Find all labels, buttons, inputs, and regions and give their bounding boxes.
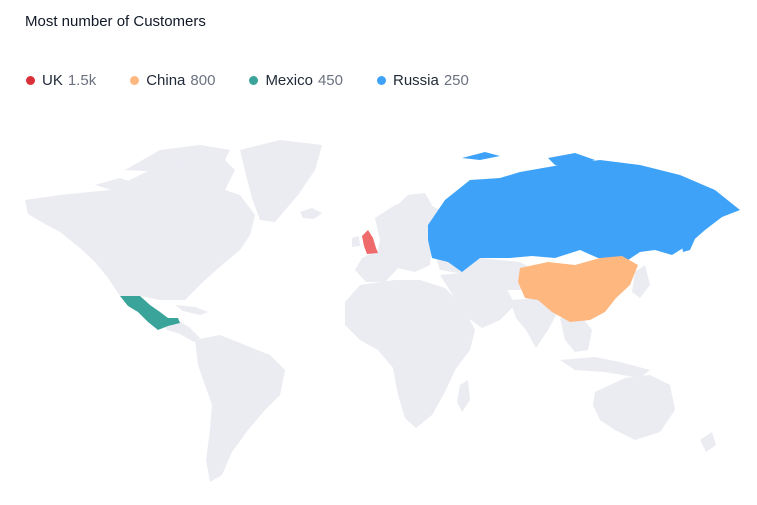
land-arctic-islands-2[interactable] (95, 178, 140, 192)
legend-value-uk: 1.5k (67, 71, 97, 89)
legend-dot-uk (26, 75, 35, 85)
land-japan[interactable] (632, 265, 650, 298)
russia-island-1[interactable] (548, 153, 595, 168)
legend-label-mexico: Mexico (265, 71, 313, 89)
country-china[interactable] (518, 256, 638, 322)
russia-peninsula[interactable] (680, 225, 698, 252)
land-scandinavia[interactable] (385, 193, 432, 235)
land-africa[interactable] (345, 280, 475, 428)
legend-item-china[interactable]: China 800 (130, 72, 215, 89)
legend-value-russia: 250 (443, 71, 469, 89)
land-ireland[interactable] (352, 236, 360, 247)
land-new-zealand[interactable] (700, 432, 716, 452)
land-caribbean[interactable] (175, 305, 208, 315)
legend-label-russia: Russia (392, 71, 439, 89)
land-madagascar[interactable] (457, 380, 470, 412)
land-europe[interactable] (355, 200, 440, 282)
world-map (25, 140, 740, 482)
land-arctic-islands[interactable] (125, 145, 230, 172)
land-north-america[interactable] (25, 150, 255, 300)
legend-label-uk: UK (42, 71, 63, 89)
land-iceland[interactable] (300, 208, 322, 219)
legend-item-russia[interactable]: Russia 250 (376, 71, 469, 89)
land-se-asia[interactable] (560, 315, 592, 352)
land-greenland[interactable] (240, 140, 322, 222)
legend-dot-china (130, 75, 140, 85)
base-landmasses (25, 140, 716, 482)
land-australia[interactable] (593, 375, 675, 440)
legend-label-china: China (146, 71, 186, 89)
land-indonesia[interactable] (560, 357, 650, 378)
legend-item-uk[interactable]: UK 1.5k (26, 72, 96, 89)
russia-island-2[interactable] (462, 152, 500, 160)
country-russia[interactable] (428, 160, 740, 272)
country-mexico[interactable] (120, 296, 180, 330)
legend-value-china: 800 (190, 71, 216, 89)
legend-item-mexico[interactable]: Mexico 450 (249, 72, 343, 89)
legend-value-mexico: 450 (317, 71, 343, 89)
card-title: Most number of Customers (25, 13, 206, 30)
country-uk[interactable] (362, 230, 378, 254)
legend: UK 1.5k China 800 Mexico 450 Russia 250 (26, 70, 503, 90)
land-india[interactable] (510, 298, 560, 348)
land-south-america[interactable] (195, 335, 285, 482)
legend-dot-russia (376, 75, 386, 85)
legend-dot-mexico (249, 75, 259, 85)
